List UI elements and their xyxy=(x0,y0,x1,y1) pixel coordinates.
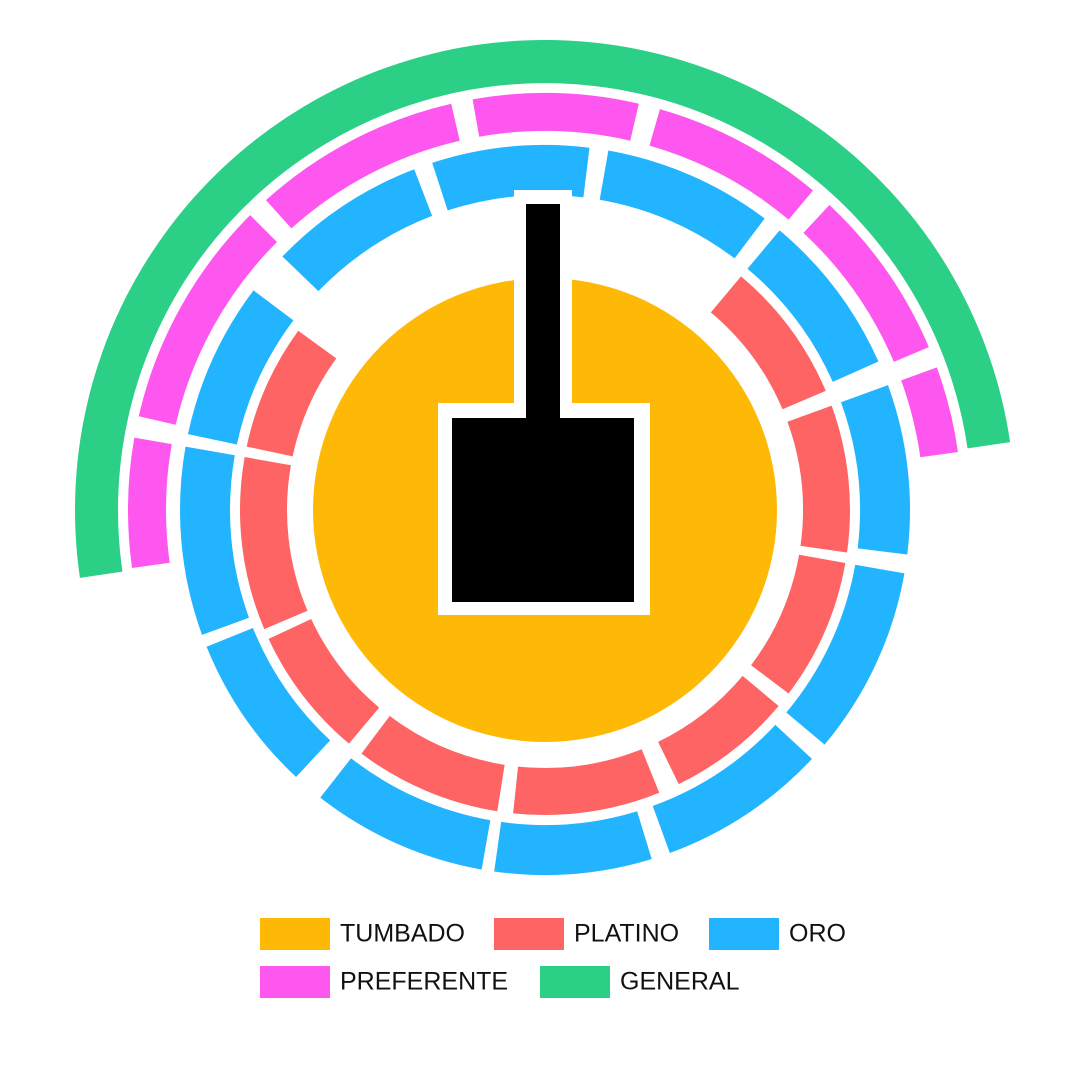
seat-section[interactable] xyxy=(320,758,491,870)
seat-section[interactable] xyxy=(841,385,911,555)
legend-label: GENERAL xyxy=(620,968,740,996)
legend-label: PLATINO xyxy=(574,920,679,948)
legend-swatch xyxy=(260,966,330,998)
seat-section[interactable] xyxy=(180,446,249,635)
seat-section[interactable] xyxy=(240,457,308,630)
seat-section[interactable] xyxy=(361,716,505,812)
seat-section[interactable] xyxy=(652,724,812,853)
seat-section[interactable] xyxy=(787,405,850,553)
seat-section[interactable] xyxy=(187,290,294,445)
seat-section[interactable] xyxy=(246,330,337,457)
legend-swatch xyxy=(494,918,564,950)
seat-section[interactable] xyxy=(138,215,278,425)
seat-section[interactable] xyxy=(658,675,779,785)
seat-section[interactable] xyxy=(494,811,652,875)
seat-section[interactable] xyxy=(282,169,433,292)
seat-section[interactable] xyxy=(803,205,929,362)
legend: TUMBADO PLATINO ORO PREFERENTE GENERAL xyxy=(260,918,846,998)
seat-section[interactable] xyxy=(268,619,380,744)
seat-section[interactable] xyxy=(747,230,879,382)
legend-swatch xyxy=(260,918,330,950)
seat-section[interactable] xyxy=(265,103,460,229)
seat-section[interactable] xyxy=(599,150,765,259)
seat-section[interactable] xyxy=(513,749,660,815)
seat-section[interactable] xyxy=(786,564,905,745)
runway xyxy=(526,204,560,420)
seat-section[interactable] xyxy=(901,367,958,458)
seat-section[interactable] xyxy=(206,628,331,777)
seat-section[interactable] xyxy=(127,437,172,569)
seat-section[interactable] xyxy=(751,554,846,694)
legend-label: PREFERENTE xyxy=(340,968,508,996)
legend-label: ORO xyxy=(789,920,846,948)
seat-section[interactable] xyxy=(710,276,826,410)
legend-label: TUMBADO xyxy=(340,920,465,948)
stage xyxy=(452,418,634,602)
legend-swatch xyxy=(540,966,610,998)
seat-section[interactable] xyxy=(472,93,639,141)
seat-section[interactable] xyxy=(649,109,814,220)
legend-swatch xyxy=(709,918,779,950)
sections xyxy=(75,40,1011,875)
